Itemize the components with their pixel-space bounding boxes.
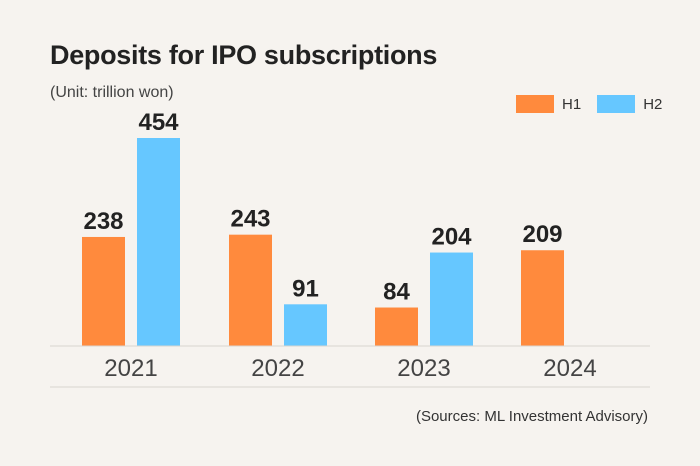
bar-h2-2022 xyxy=(284,304,327,346)
x-tick-label-2021: 2021 xyxy=(104,355,157,382)
x-tick-label-2023: 2023 xyxy=(397,355,450,382)
bar-h1-2024 xyxy=(521,250,564,346)
legend-swatch-h2 xyxy=(597,95,636,113)
legend-item-h2: H2 xyxy=(597,95,662,113)
legend-swatch-h1 xyxy=(516,95,554,113)
data-label-h1-2024: 209 xyxy=(522,221,562,248)
legend: H1 H2 xyxy=(516,95,670,113)
bar-h2-2023 xyxy=(430,252,473,346)
x-tick-label-2022: 2022 xyxy=(251,355,304,382)
data-label-h2-2021: 454 xyxy=(138,109,179,136)
data-label-h2-2022: 91 xyxy=(292,275,319,302)
source-note: (Sources: ML Investment Advisory) xyxy=(415,408,648,425)
legend-label-h1: H1 xyxy=(562,95,582,113)
data-label-h2-2023: 204 xyxy=(431,224,472,251)
x-tick-label-2024: 2024 xyxy=(543,355,596,382)
data-label-h1-2021: 238 xyxy=(83,208,123,235)
bar-h1-2021 xyxy=(82,236,125,346)
legend-label-h2: H2 xyxy=(643,95,663,113)
data-label-h1-2023: 84 xyxy=(383,279,410,306)
chart-subtitle: (Unit: trillion won) xyxy=(50,84,174,101)
bar-h1-2022 xyxy=(229,234,272,346)
chart-title: Deposits for IPO subscriptions xyxy=(50,40,438,70)
bar-h1-2023 xyxy=(375,307,418,346)
data-label-h1-2022: 243 xyxy=(230,206,270,233)
bar-h2-2021 xyxy=(137,138,180,346)
legend-item-h1: H1 xyxy=(516,95,581,113)
